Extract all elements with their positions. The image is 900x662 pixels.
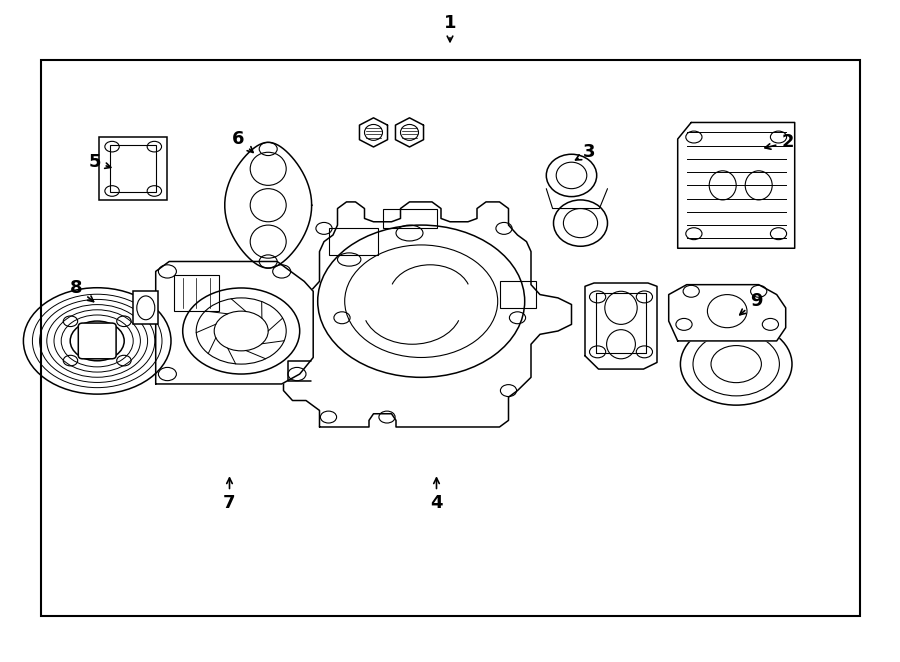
Bar: [110, 145, 157, 192]
FancyBboxPatch shape: [78, 323, 116, 359]
Text: 6: 6: [232, 130, 253, 152]
Text: 9: 9: [740, 292, 762, 315]
Bar: [40, 60, 859, 616]
Bar: [500, 281, 536, 308]
Bar: [174, 275, 219, 311]
Polygon shape: [669, 285, 786, 341]
Text: 3: 3: [576, 143, 596, 162]
Polygon shape: [83, 326, 112, 355]
Text: 1: 1: [444, 14, 456, 42]
Bar: [99, 138, 167, 200]
Text: 4: 4: [430, 478, 443, 512]
Ellipse shape: [680, 323, 792, 405]
Text: 5: 5: [88, 153, 111, 171]
Bar: [133, 291, 158, 324]
Polygon shape: [585, 283, 657, 369]
Text: 2: 2: [765, 133, 794, 152]
Polygon shape: [156, 261, 313, 384]
Polygon shape: [225, 142, 311, 268]
Bar: [382, 209, 436, 228]
Text: 7: 7: [223, 478, 236, 512]
Ellipse shape: [546, 154, 597, 197]
Text: 8: 8: [70, 279, 94, 302]
Ellipse shape: [554, 200, 608, 246]
Bar: [328, 228, 378, 255]
